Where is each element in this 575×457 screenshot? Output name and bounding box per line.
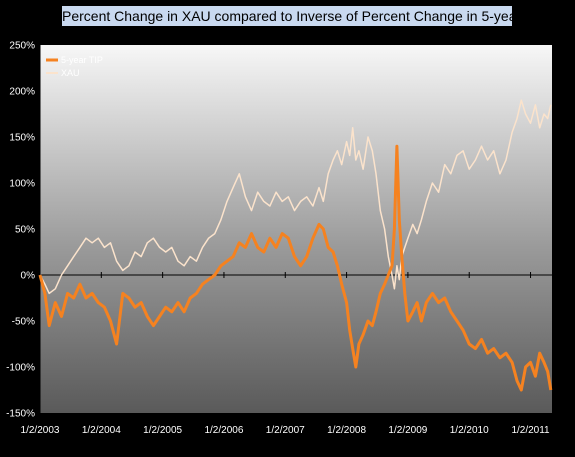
y-tick-label: -150% (6, 409, 35, 420)
x-tick-label: 1/2/2004 (82, 425, 121, 436)
y-tick-label: -100% (6, 363, 35, 374)
x-tick-label: 1/2/2010 (450, 425, 489, 436)
y-tick-label: 100% (9, 179, 35, 190)
x-tick-label: 1/2/2008 (327, 425, 366, 436)
plot-area (40, 45, 552, 413)
legend-label: 5-year TIP (61, 55, 103, 65)
x-tick-label: 1/2/2009 (388, 425, 427, 436)
y-tick-label: 50% (15, 225, 35, 236)
y-tick-label: 250% (9, 41, 35, 52)
chart-title: Percent Change in XAU compared to Invers… (62, 6, 512, 26)
y-tick-label: -50% (12, 317, 35, 328)
y-tick-label: 150% (9, 133, 35, 144)
y-tick-label: 200% (9, 87, 35, 98)
x-axis-ticks: 1/2/2003 1/2/2004 1/2/2005 1/2/2006 1/2/2007… (21, 272, 550, 436)
x-tick-label: 1/2/2007 (266, 425, 305, 436)
legend: 5-year TIP XAU (46, 55, 103, 78)
y-axis-ticks: 250% 200% 150% 100% 50% 0% -50% -100% -150% (6, 41, 40, 420)
y-tick-label: 0% (21, 271, 36, 282)
series-layer (38, 99, 553, 392)
legend-label: XAU (61, 68, 80, 78)
x-tick-label: 1/2/2011 (511, 425, 550, 436)
series-line-xau (39, 99, 552, 295)
x-tick-label: 1/2/2003 (21, 425, 60, 436)
x-tick-label: 1/2/2006 (204, 425, 243, 436)
series-line-5-year-tip (38, 144, 553, 392)
x-tick-label: 1/2/2005 (143, 425, 182, 436)
